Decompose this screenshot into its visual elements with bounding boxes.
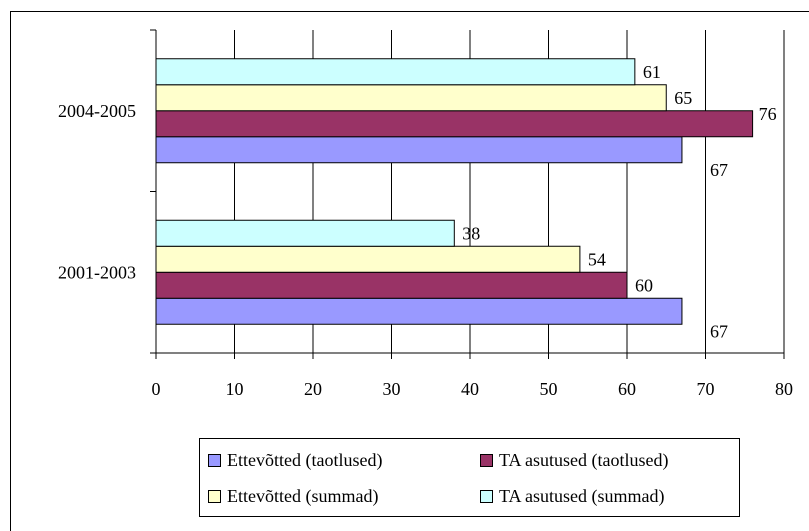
data-label: 38: [462, 223, 480, 243]
data-label: 67: [710, 321, 728, 341]
x-tick-label: 70: [697, 379, 715, 399]
x-tick-label: 30: [383, 379, 401, 399]
legend-swatch: [208, 489, 221, 503]
bar: [155, 84, 667, 112]
data-label: 67: [710, 160, 728, 180]
legend-item-ta-asutused-taotlused: TA asutused (taotlused): [480, 447, 669, 473]
x-tick-label: 50: [540, 379, 558, 399]
category-label: 2001-2003: [58, 262, 136, 282]
x-tick-label: 80: [775, 379, 793, 399]
bar: [155, 219, 455, 247]
bars: [155, 58, 754, 325]
legend-label: Ettevõtted (taotlused): [227, 449, 383, 470]
bar: [155, 58, 636, 86]
x-tick-label: 40: [461, 379, 479, 399]
data-labels: 67 60 54 38 67 76 65 61: [462, 62, 776, 342]
x-tick-label: 20: [304, 379, 322, 399]
data-label: 61: [643, 62, 661, 82]
data-label: 54: [588, 249, 606, 269]
legend-swatch: [208, 453, 221, 467]
category-label: 2004-2005: [58, 101, 136, 121]
axes: 0 10 20 30 40 50 60 70 80 2001-2003 2004-2005: [58, 29, 793, 399]
legend-label: TA asutused (taotlused): [499, 449, 669, 470]
legend-label: TA asutused (summad): [499, 485, 665, 506]
data-label: 65: [674, 88, 692, 108]
legend: Ettevõtted (taotlused) TA asutused (taot…: [199, 438, 740, 517]
bar: [155, 136, 683, 164]
legend-item-ettevotted-taotlused: Ettevõtted (taotlused): [208, 447, 382, 473]
chart-frame: [10, 11, 809, 531]
legend-swatch: [480, 489, 493, 503]
bar: [155, 271, 628, 299]
data-label: 60: [635, 275, 653, 295]
bar: [155, 110, 754, 138]
legend-item-ta-asutused-summad: TA asutused (summad): [480, 483, 665, 509]
bar: [155, 297, 683, 325]
data-label: 76: [759, 104, 777, 124]
legend-swatch: [480, 453, 493, 467]
x-tick-label: 60: [618, 379, 636, 399]
bar-chart: 0 10 20 30 40 50 60 70 80 2001-2003 2004-2005 67 60…: [58, 29, 793, 399]
legend-item-ettevotted-summad: Ettevõtted (summad): [208, 483, 378, 509]
x-tick-label: 10: [226, 379, 244, 399]
bar: [155, 245, 581, 273]
legend-label: Ettevõtted (summad): [227, 485, 379, 506]
x-tick-label: 0: [152, 379, 161, 399]
